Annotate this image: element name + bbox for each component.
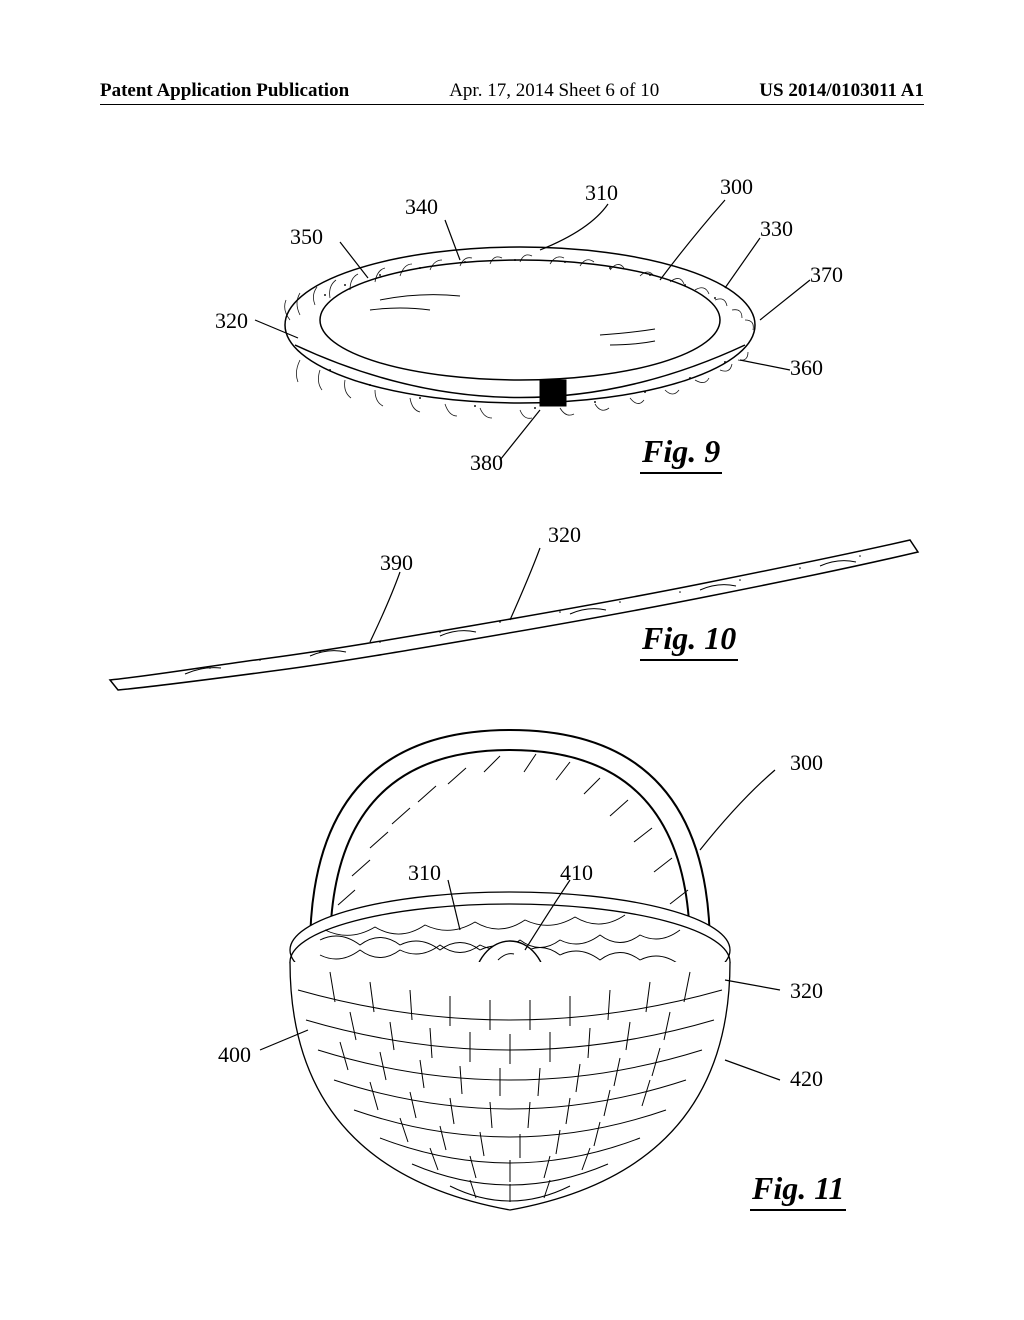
fig11-ref-410: 410 xyxy=(560,860,593,886)
fig11-ref-310: 310 xyxy=(408,860,441,886)
fig10-ref-320: 320 xyxy=(548,522,581,548)
fig10-svg xyxy=(90,510,930,710)
fig9-ref-300: 300 xyxy=(720,174,753,200)
page-header: Patent Application Publication Apr. 17, … xyxy=(100,80,924,105)
fig11-ref-300: 300 xyxy=(790,750,823,776)
header-center: Apr. 17, 2014 Sheet 6 of 10 xyxy=(449,80,659,102)
fig9-ref-330: 330 xyxy=(760,216,793,242)
fig9-ref-370: 370 xyxy=(810,262,843,288)
fig9-ref-320: 320 xyxy=(215,308,248,334)
fig10-label: Fig. 10 xyxy=(640,620,738,661)
drawing-page: 310 300 340 330 350 370 320 360 380 Fig.… xyxy=(0,130,1024,1290)
fig11-ref-420: 420 xyxy=(790,1066,823,1092)
fig11-ref-400: 400 xyxy=(218,1042,251,1068)
fig9-ref-350: 350 xyxy=(290,224,323,250)
header-right: US 2014/0103011 A1 xyxy=(759,80,924,102)
fig10-ref-390: 390 xyxy=(380,550,413,576)
fig11-label: Fig. 11 xyxy=(750,1170,846,1211)
fig9-ref-360: 360 xyxy=(790,355,823,381)
fig9-ref-340: 340 xyxy=(405,194,438,220)
fig9-ref-310: 310 xyxy=(585,180,618,206)
header-left: Patent Application Publication xyxy=(100,80,349,102)
fig9-ref-380: 380 xyxy=(470,450,503,476)
fig11-ref-320: 320 xyxy=(790,978,823,1004)
fig9-label: Fig. 9 xyxy=(640,433,722,474)
fig11-svg xyxy=(180,690,840,1250)
